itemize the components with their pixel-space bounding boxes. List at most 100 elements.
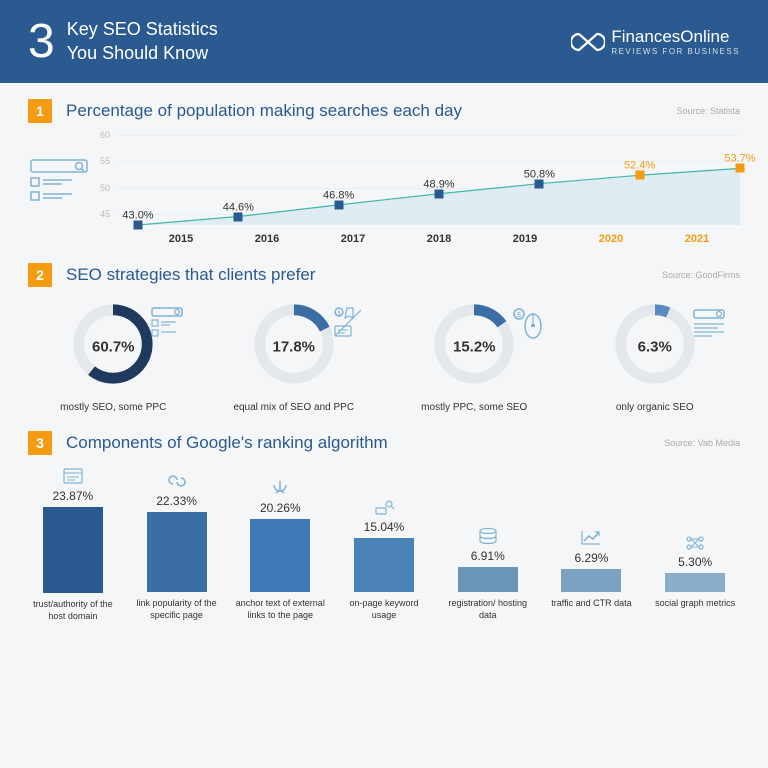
chart-point-label: 43.0%: [122, 209, 153, 221]
logo-subtitle: REVIEWS FOR BUSINESS: [611, 47, 740, 56]
bar-rect: [665, 573, 725, 592]
y-axis-label: 55: [100, 156, 110, 166]
logo: FinancesOnline REVIEWS FOR BUSINESS: [571, 27, 740, 56]
bar-icon: [579, 529, 603, 547]
chart-marker: [334, 200, 343, 209]
donut-wrap: 17.8% $: [249, 299, 339, 394]
section-2: 2 SEO strategies that clients prefer Sou…: [28, 263, 740, 413]
section-1-number: 1: [28, 99, 52, 123]
chart-marker: [535, 179, 544, 188]
x-axis-label: 2015: [138, 233, 224, 245]
section-2-number: 2: [28, 263, 52, 287]
chart-point-label: 46.8%: [323, 189, 354, 201]
bar-rect: [147, 512, 207, 592]
chart-marker: [234, 212, 243, 221]
bar-item: 15.04% on-page keyword usage: [339, 467, 429, 622]
section-3-header: 3 Components of Google's ranking algorit…: [28, 431, 740, 455]
bar-rect: [561, 569, 621, 592]
donut-item: 6.3% only organic SEO: [570, 299, 741, 413]
header-title-line1: Key SEO Statistics: [67, 18, 218, 41]
donut-label: mostly SEO, some PPC: [28, 402, 199, 413]
line-chart: 4550556043.0%44.6%46.8%48.9%50.8%52.4%53…: [118, 135, 740, 245]
bar-rect: [458, 567, 518, 592]
chart-marker: [435, 189, 444, 198]
bar-label: anchor text of external links to the pag…: [235, 598, 325, 622]
x-axis-label: 2019: [482, 233, 568, 245]
header-number: 3: [28, 14, 55, 69]
logo-icon: [571, 30, 605, 54]
bar-icon: [683, 533, 707, 551]
bar-rect: [250, 519, 310, 592]
donut-item: 17.8% $ equal mix of SEO and PPC: [209, 299, 380, 413]
bar-label: traffic and CTR data: [551, 598, 631, 622]
donut-percent: 15.2%: [453, 338, 496, 355]
bar-percent: 23.87%: [53, 489, 94, 503]
bar-top: 22.33%: [132, 467, 222, 592]
chart-point-label: 50.8%: [524, 168, 555, 180]
bar-icon: [61, 467, 85, 485]
donut-label: equal mix of SEO and PPC: [209, 402, 380, 413]
bar-percent: 15.04%: [364, 520, 405, 534]
bar-icon: [268, 479, 292, 497]
section-2-source: Source: GoodFirms: [662, 270, 740, 280]
bar-top: 20.26%: [235, 467, 325, 592]
header: 3 Key SEO Statistics You Should Know Fin…: [0, 0, 768, 83]
bar-top: 6.91%: [443, 467, 533, 592]
donut-side-icon: $: [329, 304, 367, 342]
donut-label: only organic SEO: [570, 402, 741, 413]
x-axis-label: 2018: [396, 233, 482, 245]
bar-percent: 5.30%: [678, 555, 712, 569]
bar-rect: [43, 507, 103, 593]
header-title-line2: You Should Know: [67, 42, 218, 65]
bar-item: 20.26% anchor text of external links to …: [235, 467, 325, 622]
x-axis-label: 2016: [224, 233, 310, 245]
section-3-source: Source: Vab Media: [664, 438, 740, 448]
bar-item: 6.29% traffic and CTR data: [547, 467, 637, 622]
chart-point-label: 48.9%: [423, 178, 454, 190]
bar-label: trust/authority of the host domain: [28, 599, 118, 622]
chart-marker: [736, 164, 745, 173]
section-1: 1 Percentage of population making search…: [28, 99, 740, 245]
bar-percent: 6.91%: [471, 549, 505, 563]
header-title-block: Key SEO Statistics You Should Know: [67, 18, 218, 65]
section-3-title: Components of Google's ranking algorithm: [66, 433, 650, 453]
bar-percent: 20.26%: [260, 501, 301, 515]
bar-label: on-page keyword usage: [339, 598, 429, 622]
donut-side-icon: [690, 304, 728, 342]
logo-text: FinancesOnline: [611, 27, 740, 47]
search-results-icon: [28, 158, 98, 223]
section-1-title: Percentage of population making searches…: [66, 101, 662, 121]
bar-label: social graph metrics: [655, 598, 735, 622]
chart-point-label: 44.6%: [223, 201, 254, 213]
x-axis-label: 2021: [654, 233, 740, 245]
bar-item: 6.91% registration/ hosting data: [443, 467, 533, 622]
bar-chart: 23.87% trust/authority of the host domai…: [28, 467, 740, 622]
bar-icon: [372, 498, 396, 516]
section-1-header: 1 Percentage of population making search…: [28, 99, 740, 123]
donut-side-icon: $: [509, 304, 547, 342]
section-2-title: SEO strategies that clients prefer: [66, 265, 648, 285]
donut-percent: 17.8%: [272, 338, 315, 355]
bar-top: 6.29%: [547, 467, 637, 592]
bar-percent: 6.29%: [574, 551, 608, 565]
section-1-source: Source: Statista: [676, 106, 740, 116]
donut-percent: 60.7%: [92, 338, 135, 355]
bar-icon: [476, 527, 500, 545]
section-3-number: 3: [28, 431, 52, 455]
bar-percent: 22.33%: [156, 494, 197, 508]
bar-label: registration/ hosting data: [443, 598, 533, 622]
chart-point-label: 53.7%: [724, 153, 755, 165]
content: 1 Percentage of population making search…: [0, 83, 768, 656]
bar-rect: [354, 538, 414, 592]
y-axis-label: 50: [100, 183, 110, 193]
x-axis-label: 2020: [568, 233, 654, 245]
bar-item: 5.30% social graph metrics: [650, 467, 740, 622]
y-axis-label: 60: [100, 130, 110, 140]
bar-label: link popularity of the specific page: [132, 598, 222, 622]
donut-wrap: 60.7%: [68, 299, 158, 394]
bar-icon: [165, 472, 189, 490]
donut-percent: 6.3%: [638, 338, 672, 355]
section-2-header: 2 SEO strategies that clients prefer Sou…: [28, 263, 740, 287]
chart-point-label: 52.4%: [624, 160, 655, 172]
bar-item: 23.87% trust/authority of the host domai…: [28, 467, 118, 622]
